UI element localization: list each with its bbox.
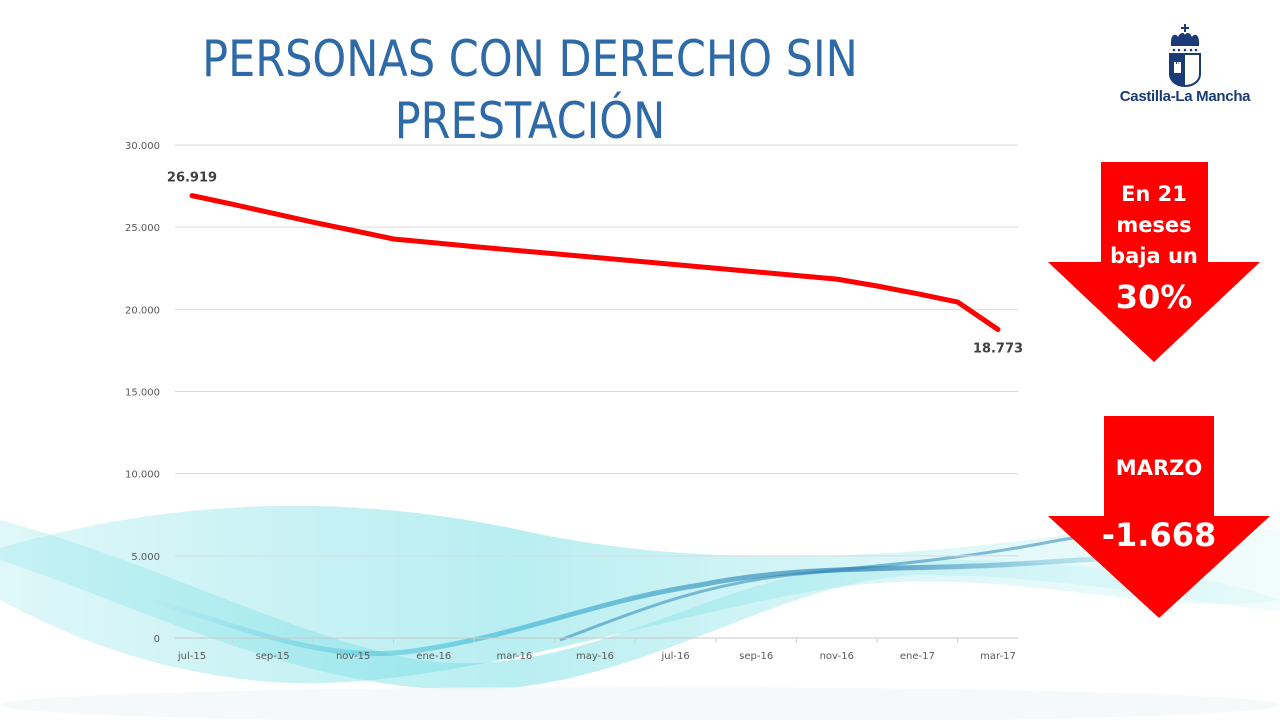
y-tick-label: 25.000 xyxy=(125,223,160,234)
x-tick-label: sep-15 xyxy=(256,651,290,662)
arrow-text-line-1: En 21 xyxy=(1121,182,1187,206)
total-decrease-arrow: En 21 meses baja un 30% xyxy=(1048,162,1260,362)
y-tick-label: 10.000 xyxy=(125,470,160,481)
x-tick-label: ene-17 xyxy=(900,651,935,662)
castilla-la-mancha-logo: Castilla-La Mancha xyxy=(1110,22,1260,112)
x-tick-label: nov-15 xyxy=(336,651,370,662)
x-tick-label: sep-16 xyxy=(739,651,773,662)
page-title-line-1: PERSONAS CON DERECHO SIN xyxy=(202,30,858,88)
x-tick-label: nov-16 xyxy=(820,651,854,662)
series-line xyxy=(189,193,1001,332)
y-tick-label: 0 xyxy=(154,634,160,645)
coat-of-arms-icon xyxy=(1169,24,1201,88)
monthly-decrease-arrow: MARZO -1.668 xyxy=(1048,416,1270,618)
arrow-month-value: -1.668 xyxy=(1101,516,1217,554)
page-title-line-2: PRESTACIÓN xyxy=(394,92,666,150)
arrow-text-line-3: baja un xyxy=(1110,244,1198,268)
x-tick-label: jul-16 xyxy=(660,651,689,662)
arrow-text-line-2: meses xyxy=(1116,213,1192,237)
y-tick-label: 5.000 xyxy=(131,552,160,563)
data-label: 26.919 xyxy=(167,171,217,186)
x-tick-label: jul-15 xyxy=(177,651,206,662)
y-tick-label: 30.000 xyxy=(125,141,160,152)
down-arrow-icon xyxy=(1048,162,1260,362)
logo-text: Castilla-La Mancha xyxy=(1119,88,1251,105)
y-tick-label: 15.000 xyxy=(125,388,160,399)
x-tick-label: mar-17 xyxy=(980,651,1016,662)
arrow-month-label: MARZO xyxy=(1115,456,1203,480)
arrow-percent-value: 30% xyxy=(1115,278,1193,316)
x-tick-label: mar-16 xyxy=(497,651,533,662)
x-tick-label: may-16 xyxy=(576,651,614,662)
y-tick-label: 20.000 xyxy=(125,305,160,316)
x-tick-label: ene-16 xyxy=(416,651,451,662)
down-arrow-icon xyxy=(1048,416,1270,618)
data-label: 18.773 xyxy=(973,341,1023,356)
